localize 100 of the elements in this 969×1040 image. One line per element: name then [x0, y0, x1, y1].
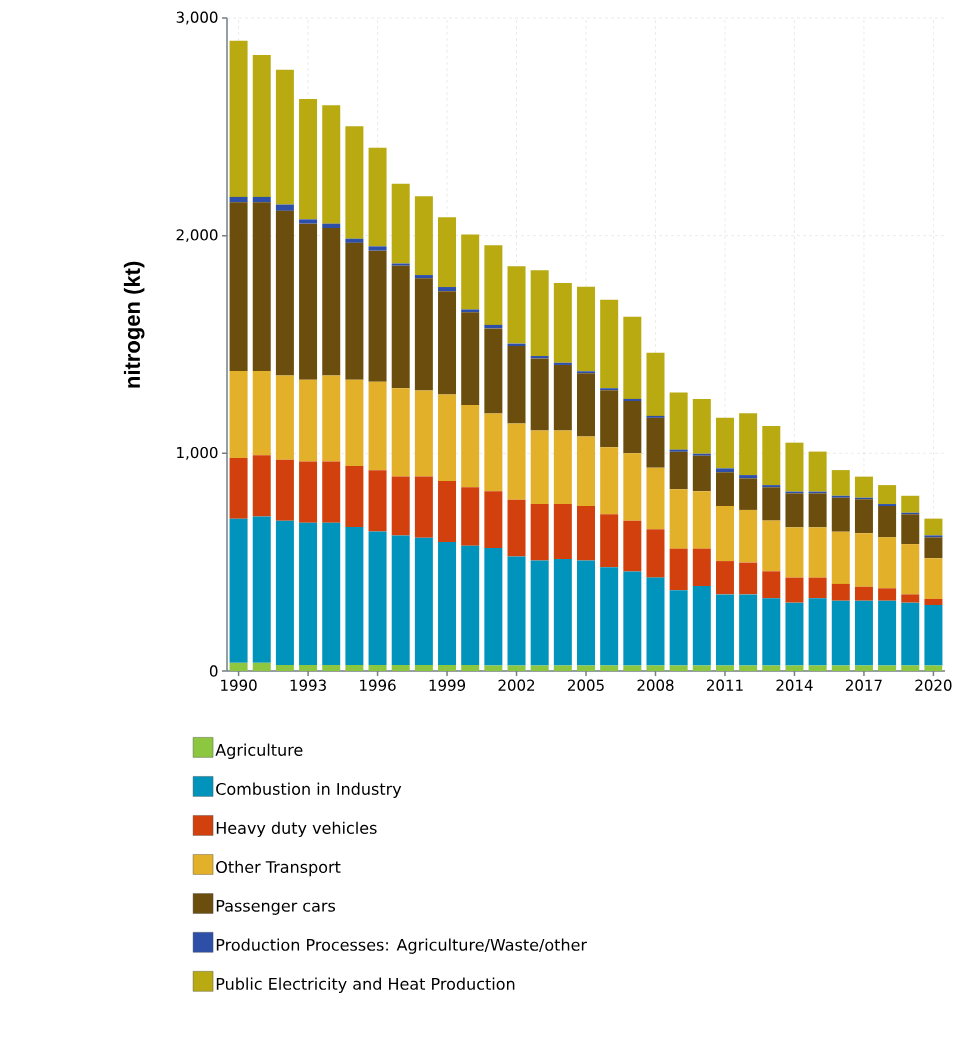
- bar: [577, 665, 595, 671]
- bar: [901, 544, 920, 595]
- bar: [646, 417, 665, 468]
- bar: [785, 442, 804, 492]
- bar: [461, 487, 480, 546]
- bar: [553, 504, 572, 559]
- bar: [438, 480, 457, 542]
- x-tick-label: 1999: [429, 679, 466, 691]
- legend-label: Heavy duty vehicles: [216, 821, 377, 838]
- bar: [715, 506, 734, 562]
- bar: [669, 451, 688, 490]
- bar: [275, 210, 294, 376]
- bar: [600, 299, 619, 389]
- bar: [275, 204, 294, 211]
- bar: [299, 219, 318, 224]
- bar: [322, 522, 341, 666]
- bar: [507, 499, 526, 557]
- y-tick-label: 1,000: [177, 446, 218, 460]
- bar: [762, 426, 781, 486]
- bar: [577, 286, 595, 372]
- bar: [275, 459, 294, 521]
- bar: [692, 398, 711, 454]
- bar: [854, 533, 873, 587]
- bar: [553, 362, 572, 365]
- bar: [345, 238, 364, 243]
- bar: [901, 602, 920, 666]
- y-tick-label: 2,000: [176, 229, 218, 243]
- bar: [438, 291, 457, 395]
- bar: [831, 531, 850, 584]
- bar: [345, 242, 364, 380]
- bar: [831, 600, 850, 666]
- bar: [924, 558, 943, 599]
- bar: [391, 265, 410, 389]
- bar: [553, 282, 572, 363]
- bar: [322, 228, 341, 376]
- y-axis-title: nitrogen (kt): [123, 261, 145, 388]
- bar: [252, 516, 271, 663]
- bar: [252, 455, 271, 517]
- bar: [692, 455, 711, 492]
- bar: [299, 98, 318, 220]
- bar: [391, 183, 410, 264]
- bar: [646, 665, 665, 671]
- bar: [646, 529, 665, 578]
- bar: [715, 561, 734, 595]
- bar: [692, 548, 711, 587]
- bar: [808, 665, 827, 671]
- bar: [252, 54, 271, 197]
- bar: [739, 562, 758, 595]
- bar: [715, 665, 734, 671]
- bar: [229, 40, 248, 197]
- bar: [229, 371, 248, 458]
- bar: [507, 665, 526, 671]
- bar: [414, 665, 433, 671]
- bar: [299, 522, 318, 666]
- bar: [901, 514, 920, 545]
- legend-label: Production Processes: Agriculture/Waste/other: [216, 938, 587, 954]
- bar: [507, 556, 526, 666]
- bar: [831, 665, 850, 671]
- bar: [854, 499, 873, 534]
- bar: [600, 665, 619, 671]
- bar: [600, 390, 619, 448]
- y-tick-label: 0: [209, 665, 218, 677]
- x-tick-label: 2020: [915, 679, 952, 691]
- bar: [739, 594, 758, 666]
- bar: [391, 535, 410, 666]
- bar: [739, 665, 758, 671]
- bar: [646, 577, 665, 666]
- bar: [368, 665, 387, 671]
- bar: [345, 527, 364, 666]
- bar: [414, 275, 433, 279]
- bar: [322, 223, 341, 229]
- bar: [878, 537, 897, 589]
- bar: [878, 600, 897, 666]
- bar: [391, 388, 410, 477]
- bar: [831, 470, 850, 496]
- bar: [646, 467, 665, 530]
- bar: [229, 457, 248, 519]
- bar: [438, 287, 457, 292]
- bar: [785, 602, 804, 666]
- bar: [924, 598, 943, 606]
- bar: [762, 520, 781, 572]
- bar: [299, 223, 318, 380]
- x-tick-label: 1990: [221, 679, 257, 691]
- bar: [901, 665, 920, 671]
- x-tick-label: 2002: [498, 679, 535, 691]
- bar: [345, 379, 364, 466]
- bar: [461, 405, 480, 488]
- bar: [530, 560, 549, 666]
- bar: [229, 196, 248, 203]
- bar: [600, 514, 619, 568]
- bar: [461, 309, 480, 313]
- bar: [322, 375, 341, 462]
- bar: [623, 401, 642, 454]
- x-tick-label: 1993: [290, 679, 326, 691]
- bar: [600, 567, 619, 666]
- bar: [924, 665, 943, 671]
- bar: [669, 449, 688, 452]
- bar: [854, 600, 873, 666]
- bar: [924, 537, 943, 559]
- bar: [808, 527, 827, 578]
